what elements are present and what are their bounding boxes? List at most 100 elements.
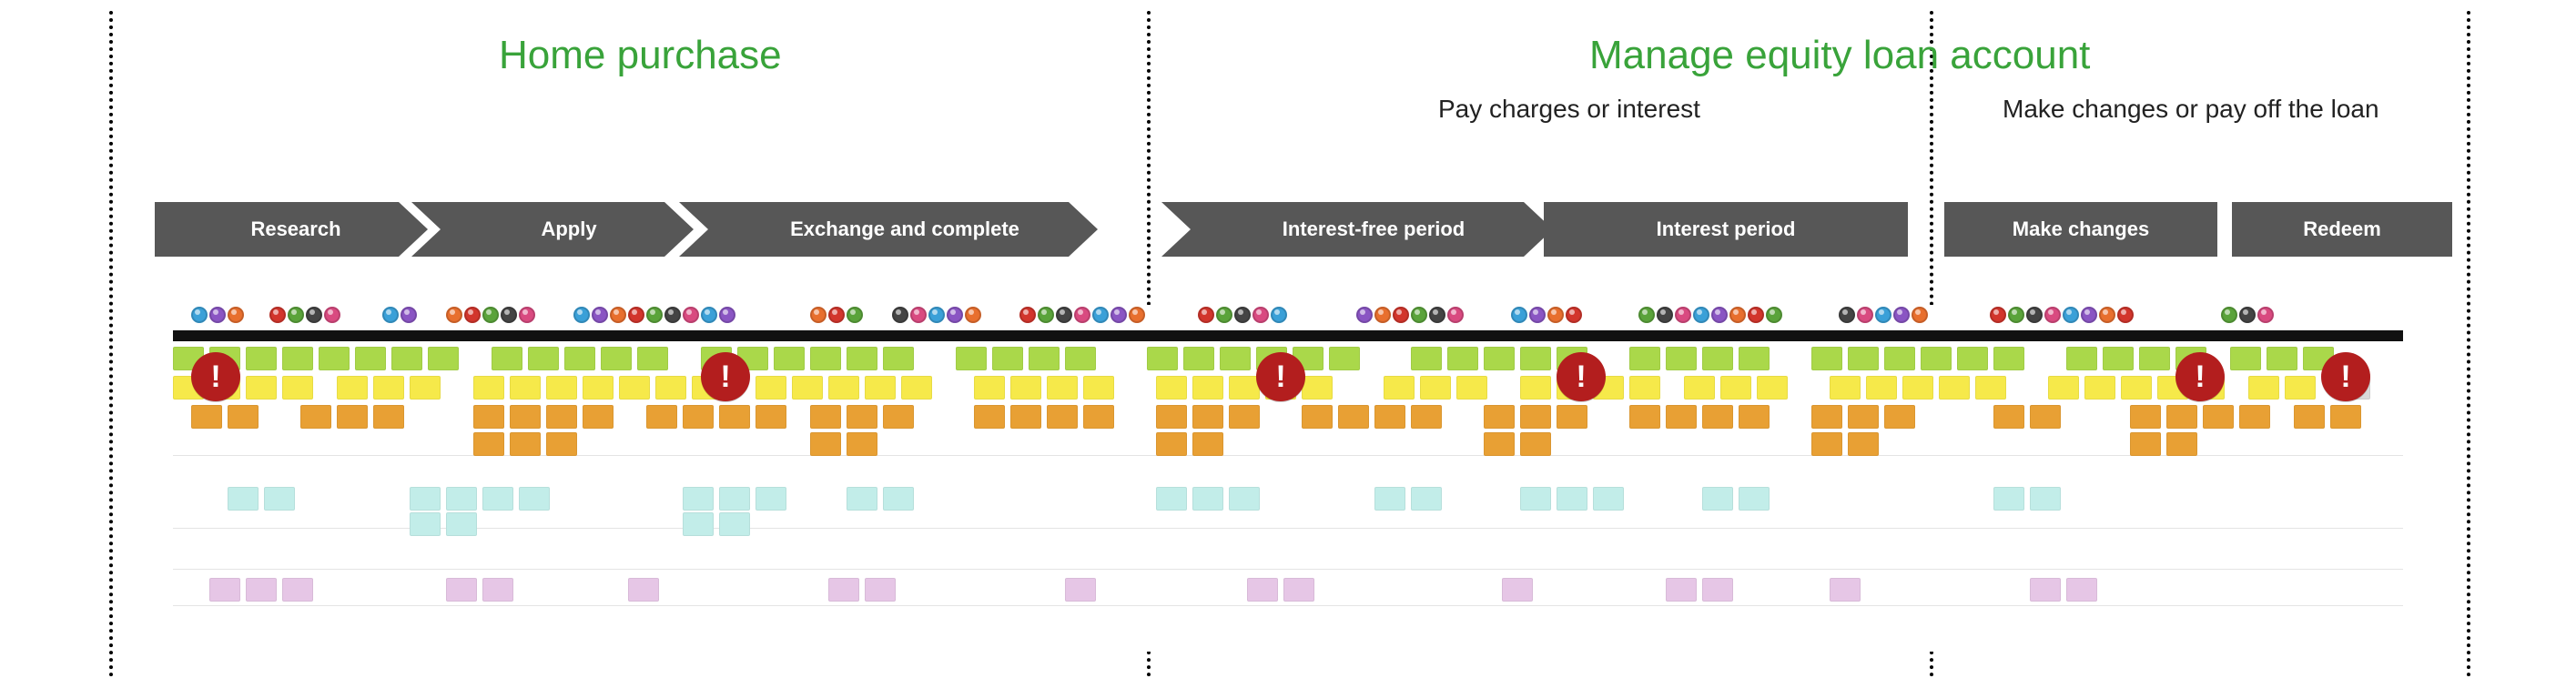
sticky-note[interactable] — [1975, 376, 2006, 400]
sticky-note[interactable] — [1374, 405, 1405, 429]
sticky-note[interactable] — [337, 405, 368, 429]
sticky-note[interactable] — [428, 347, 459, 370]
sticky-note[interactable] — [1593, 487, 1624, 511]
phase-interest-free[interactable]: Interest-free period — [1161, 202, 1553, 257]
sticky-note[interactable] — [1520, 487, 1551, 511]
sticky-note[interactable] — [2030, 405, 2061, 429]
sticky-note[interactable] — [828, 376, 859, 400]
sticky-note[interactable] — [191, 405, 222, 429]
sticky-note[interactable] — [546, 405, 577, 429]
sticky-note[interactable] — [1192, 487, 1223, 511]
sticky-note[interactable] — [1720, 376, 1751, 400]
sticky-note[interactable] — [446, 578, 477, 602]
sticky-note[interactable] — [1484, 347, 1515, 370]
sticky-note[interactable] — [1993, 347, 2024, 370]
sticky-note[interactable] — [810, 347, 841, 370]
sticky-note[interactable] — [1047, 376, 1078, 400]
alert-icon[interactable]: ! — [1256, 352, 1305, 401]
sticky-note[interactable] — [264, 487, 295, 511]
sticky-note[interactable] — [1220, 347, 1251, 370]
sticky-note[interactable] — [209, 578, 240, 602]
sticky-note[interactable] — [1739, 487, 1770, 511]
sticky-note[interactable] — [847, 405, 877, 429]
sticky-note[interactable] — [883, 347, 914, 370]
sticky-note[interactable] — [410, 487, 441, 511]
sticky-note[interactable] — [482, 487, 513, 511]
sticky-note[interactable] — [2130, 405, 2161, 429]
sticky-note[interactable] — [1229, 405, 1260, 429]
sticky-note[interactable] — [473, 432, 504, 456]
sticky-note[interactable] — [373, 405, 404, 429]
alert-icon[interactable]: ! — [701, 352, 750, 401]
sticky-note[interactable] — [1047, 405, 1078, 429]
sticky-note[interactable] — [2239, 405, 2270, 429]
sticky-note[interactable] — [282, 347, 313, 370]
sticky-note[interactable] — [1192, 405, 1223, 429]
sticky-note[interactable] — [2030, 578, 2061, 602]
sticky-note[interactable] — [774, 347, 805, 370]
sticky-note[interactable] — [2139, 347, 2170, 370]
sticky-note[interactable] — [1156, 405, 1187, 429]
sticky-note[interactable] — [473, 376, 504, 400]
sticky-note[interactable] — [1411, 487, 1442, 511]
sticky-note[interactable] — [719, 487, 750, 511]
sticky-note[interactable] — [1520, 376, 1551, 400]
sticky-note[interactable] — [1666, 578, 1697, 602]
sticky-note[interactable] — [510, 405, 541, 429]
sticky-note[interactable] — [1520, 432, 1551, 456]
alert-icon[interactable]: ! — [2321, 352, 2370, 401]
sticky-note[interactable] — [1083, 376, 1114, 400]
sticky-note[interactable] — [1484, 432, 1515, 456]
sticky-note[interactable] — [1629, 376, 1660, 400]
sticky-note[interactable] — [2166, 405, 2197, 429]
sticky-note[interactable] — [865, 578, 896, 602]
sticky-note[interactable] — [391, 347, 422, 370]
sticky-note[interactable] — [883, 487, 914, 511]
sticky-note[interactable] — [1921, 347, 1952, 370]
sticky-note[interactable] — [355, 347, 386, 370]
sticky-note[interactable] — [1848, 347, 1879, 370]
sticky-note[interactable] — [974, 405, 1005, 429]
sticky-note[interactable] — [1156, 432, 1187, 456]
sticky-note[interactable] — [1739, 347, 1770, 370]
sticky-note[interactable] — [683, 512, 714, 536]
sticky-note[interactable] — [410, 512, 441, 536]
sticky-note[interactable] — [2103, 347, 2134, 370]
sticky-note[interactable] — [1702, 487, 1733, 511]
sticky-note[interactable] — [828, 578, 859, 602]
sticky-note[interactable] — [683, 487, 714, 511]
sticky-note[interactable] — [1156, 376, 1187, 400]
sticky-note[interactable] — [2285, 376, 2316, 400]
sticky-note[interactable] — [246, 578, 277, 602]
sticky-note[interactable] — [2030, 487, 2061, 511]
sticky-note[interactable] — [1666, 347, 1697, 370]
sticky-note[interactable] — [756, 405, 786, 429]
sticky-note[interactable] — [1739, 405, 1770, 429]
sticky-note[interactable] — [1502, 578, 1533, 602]
sticky-note[interactable] — [2203, 405, 2234, 429]
sticky-note[interactable] — [1183, 347, 1214, 370]
sticky-note[interactable] — [2121, 376, 2152, 400]
sticky-note[interactable] — [1192, 432, 1223, 456]
sticky-note[interactable] — [2267, 347, 2297, 370]
phase-apply[interactable]: Apply — [411, 202, 694, 257]
sticky-note[interactable] — [1247, 578, 1278, 602]
sticky-note[interactable] — [601, 347, 632, 370]
sticky-note[interactable] — [1456, 376, 1487, 400]
sticky-note[interactable] — [683, 405, 714, 429]
sticky-note[interactable] — [228, 405, 259, 429]
sticky-note[interactable] — [1830, 376, 1861, 400]
sticky-note[interactable] — [1420, 376, 1451, 400]
sticky-note[interactable] — [1484, 405, 1515, 429]
sticky-note[interactable] — [1065, 578, 1096, 602]
sticky-note[interactable] — [583, 376, 614, 400]
sticky-note[interactable] — [1757, 376, 1788, 400]
sticky-note[interactable] — [1065, 347, 1096, 370]
sticky-note[interactable] — [956, 347, 987, 370]
sticky-note[interactable] — [2066, 578, 2097, 602]
sticky-note[interactable] — [2166, 432, 2197, 456]
sticky-note[interactable] — [246, 376, 277, 400]
sticky-note[interactable] — [883, 405, 914, 429]
sticky-note[interactable] — [410, 376, 441, 400]
sticky-note[interactable] — [1302, 376, 1333, 400]
